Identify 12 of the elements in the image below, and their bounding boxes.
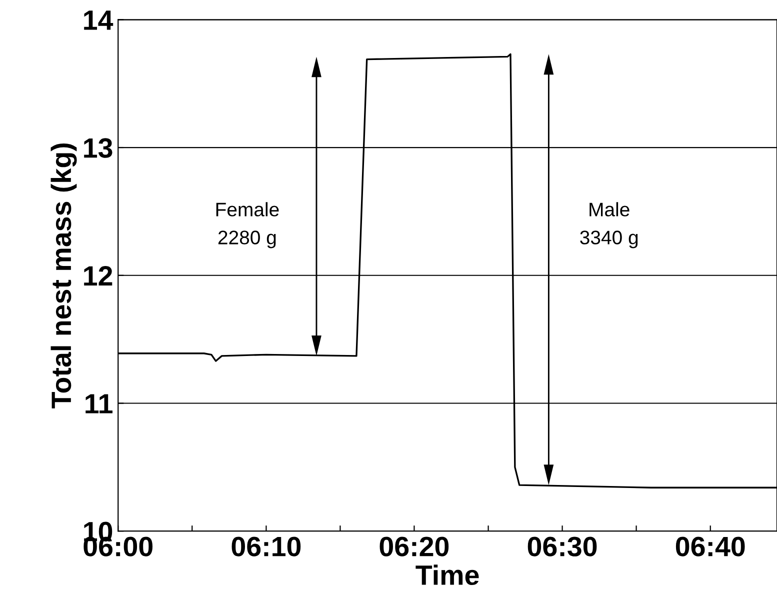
annotation: Female 2280 g	[216, 202, 279, 248]
x-tick-label: 06:10	[232, 536, 301, 556]
x-tick-label: 06:20	[380, 536, 449, 556]
y-axis-title: Total nest mass (kg)	[50, 143, 77, 408]
y-tick-label: 13	[84, 138, 112, 158]
annotation: Male 3340 g	[580, 202, 638, 248]
x-axis-title: Time	[416, 564, 479, 586]
y-tick-label: 12	[84, 266, 112, 286]
y-tick-label: 14	[84, 10, 114, 30]
x-tick-label: 06:40	[676, 536, 745, 556]
x-tick-label: 06:30	[528, 536, 597, 556]
y-tick-label: 11	[86, 394, 112, 414]
